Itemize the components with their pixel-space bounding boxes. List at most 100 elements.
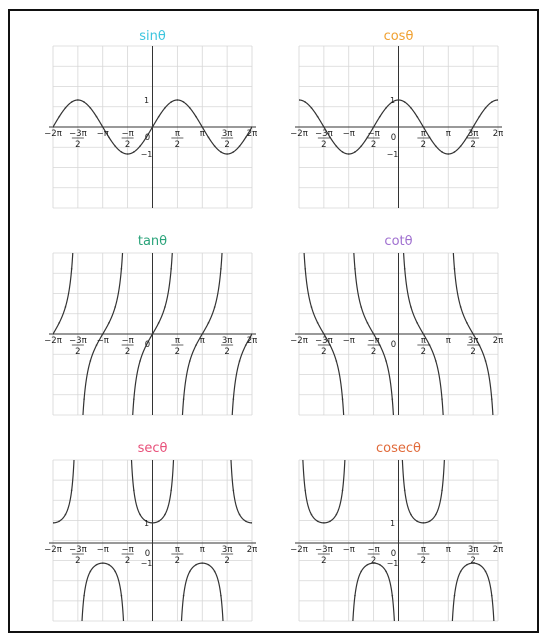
data-point [422,126,425,128]
data-point [70,101,73,103]
data-point [201,562,204,565]
x-tick-label: 2π [493,545,504,555]
chart-title: cosecθ [376,441,421,456]
data-point [341,398,344,401]
chart-title: cosθ [384,29,414,44]
data-points [53,99,252,155]
data-point [89,360,92,362]
data-point [459,306,462,308]
data-point [226,153,229,155]
data-point [139,513,141,516]
data-point [478,563,481,566]
data-point [58,520,61,523]
x-tick-denominator: 2 [224,556,229,566]
data-point [95,344,98,347]
x-tick-label: −π [122,336,134,346]
x-tick-denominator: 2 [321,556,326,566]
data-point [157,321,160,324]
data-point [95,563,98,566]
x-tick-label: −π [97,129,109,139]
data-point [372,126,375,128]
x-tick-label: −2π [290,129,308,139]
data-point [366,321,369,324]
data-point [422,521,425,524]
data-point [244,344,247,347]
data-point [157,115,160,118]
y-tick-label: −1 [141,559,153,568]
x-tick-label: −3π [315,129,333,139]
data-point [347,153,350,155]
data-point [490,398,493,401]
data-point [188,107,191,109]
x-tick-denominator: 2 [175,556,180,566]
x-tick-label: −2π [44,336,62,346]
data-point [354,594,356,597]
data-point [478,115,481,118]
data-point [220,267,222,270]
y-tick-label: 1 [144,519,149,528]
x-tick-label: −π [343,545,355,555]
y-tick-label: −1 [141,150,153,159]
y-tick-label: 1 [144,96,149,105]
data-point [170,101,173,103]
data-point [213,570,216,573]
data-point [410,513,412,516]
x-tick-denominator: 2 [371,347,376,357]
x-tick-label: 3π [222,336,233,346]
data-point [472,126,475,128]
x-tick-denominator: 2 [321,347,326,357]
data-point [497,99,498,101]
data-point [322,521,325,524]
data-point [70,267,73,270]
data-point [403,267,406,270]
x-tick-label: 2π [247,545,258,555]
data-point [201,333,204,335]
chart-title: tanθ [138,234,167,249]
data-point [490,594,493,597]
data-point [207,563,210,566]
data-point [232,398,235,401]
data-point [453,594,456,597]
x-tick-label: −π [343,336,355,346]
data-point [164,513,166,516]
data-point [145,136,148,139]
data-point [329,520,331,523]
data-point [466,563,468,566]
data-point [484,570,487,573]
data-point [89,570,92,573]
data-point [145,520,148,523]
data-point [101,333,104,335]
data-point [341,151,344,153]
data-point [335,513,338,516]
data-point [434,513,437,516]
data-point [416,115,419,118]
data-point [120,267,123,270]
data-point [251,126,252,128]
x-tick-label: −π [343,129,355,139]
x-tick-label: −2π [44,129,62,139]
data-point [372,333,375,335]
x-tick-label: π [175,129,180,139]
x-tick-label: 0 [145,133,150,143]
data-point [145,344,148,347]
x-tick-label: −π [122,129,134,139]
data-point [484,107,487,109]
data-points [53,489,252,597]
data-point [354,267,356,270]
data-point [170,489,173,492]
data-point [220,594,222,597]
data-point [459,145,462,147]
x-tick-label: 3π [468,336,479,346]
data-point [151,521,154,524]
x-tick-label: 3π [468,129,479,139]
data-point [416,520,419,523]
data-point [53,333,54,335]
data-point [132,489,135,492]
x-tick-label: 2π [493,336,504,346]
data-point [391,398,394,401]
data-point [108,321,110,324]
data-point [238,360,241,362]
